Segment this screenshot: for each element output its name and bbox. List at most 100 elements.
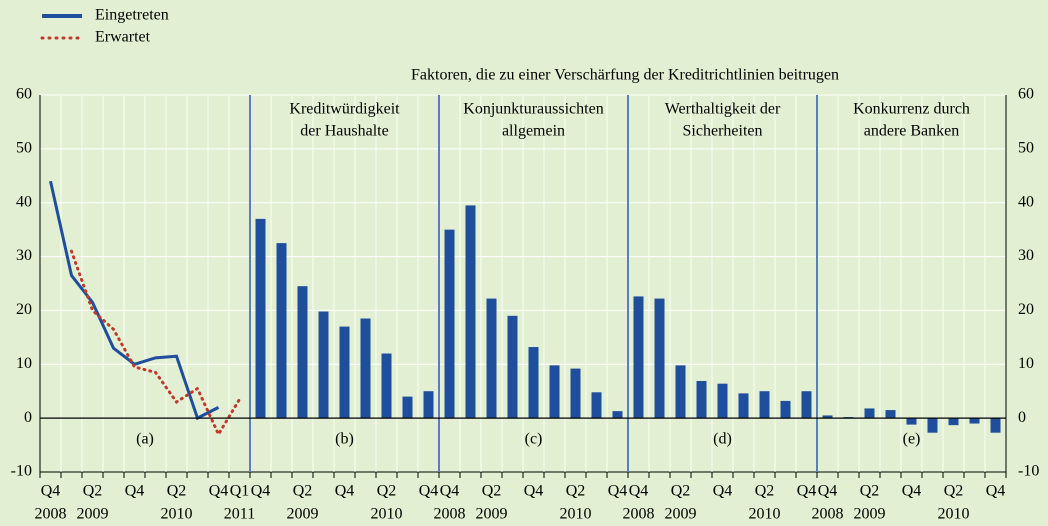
bar	[927, 418, 938, 433]
panel-label: (a)	[136, 430, 154, 447]
x-tick-label: Q2	[566, 483, 586, 500]
bar	[780, 400, 791, 419]
bar	[318, 311, 329, 419]
y-tick-label: 30	[16, 247, 32, 264]
y2-tick-label: 20	[1018, 301, 1034, 318]
x-tick-label: Q4	[986, 483, 1006, 500]
bar	[990, 418, 1001, 433]
bar	[591, 392, 602, 419]
x-tick-label: Q2	[83, 483, 103, 500]
bar	[339, 326, 350, 419]
x-year-label: 2008	[623, 506, 655, 523]
bar	[633, 296, 644, 419]
x-tick-label: Q4	[524, 483, 544, 500]
y2-tick-label: 40	[1018, 193, 1034, 210]
y-tick-label: 0	[24, 409, 32, 426]
bar	[423, 391, 434, 419]
bar	[507, 315, 518, 419]
bar	[465, 205, 476, 419]
bar	[801, 391, 812, 419]
bar	[297, 286, 308, 419]
bar	[906, 418, 917, 425]
x-tick-label: Q4	[902, 483, 922, 500]
x-tick-label: Q4	[125, 483, 145, 500]
bar	[444, 229, 455, 419]
panel-title: Sicherheiten	[683, 123, 763, 140]
x-tick-label: Q4	[818, 483, 838, 500]
x-tick-label: Q4	[629, 483, 649, 500]
bar	[360, 318, 371, 419]
y2-tick-label: 0	[1018, 409, 1026, 426]
panel-title: Kreditwürdigkeit	[289, 101, 400, 118]
bar	[738, 393, 749, 419]
x-tick-label: Q4	[419, 483, 439, 500]
x-tick-label: Q2	[482, 483, 502, 500]
bar	[948, 418, 959, 426]
bar	[969, 418, 980, 424]
panel-title: Konkurrenz durch	[853, 101, 970, 118]
x-tick-label: Q4	[209, 483, 229, 500]
panel-title: allgemein	[502, 123, 565, 140]
bar	[885, 410, 896, 419]
y-tick-label: 40	[16, 193, 32, 210]
bar	[255, 218, 266, 419]
bar	[549, 365, 560, 419]
y-tick-label: 10	[16, 355, 32, 372]
bar	[276, 243, 287, 419]
x-tick-label: Q4	[608, 483, 628, 500]
panel-label: (c)	[525, 430, 543, 447]
x-year-label: 2011	[224, 506, 255, 523]
x-year-label: 2009	[77, 506, 109, 523]
panel-title: Werthaltigkeit der	[665, 101, 781, 118]
panel-label: (e)	[903, 430, 921, 447]
bar	[654, 298, 665, 419]
bar	[402, 396, 413, 419]
bar	[717, 383, 728, 419]
panel-label: (b)	[335, 430, 354, 447]
panel-title: Konjunkturaussichten	[463, 101, 603, 118]
y2-tick-label: 60	[1018, 86, 1034, 103]
x-tick-label: Q4	[713, 483, 733, 500]
y2-tick-label: 30	[1018, 247, 1034, 264]
x-year-label: 2010	[749, 506, 781, 523]
y-tick-label: 50	[16, 140, 32, 157]
x-year-label: 2009	[854, 506, 886, 523]
bar	[381, 353, 392, 419]
x-tick-label: Q2	[293, 483, 313, 500]
x-year-label: 2009	[476, 506, 508, 523]
line-series	[70, 249, 241, 438]
x-tick-label: Q4	[335, 483, 355, 500]
y2-tick-label: 50	[1018, 140, 1034, 157]
x-year-label: 2010	[938, 506, 970, 523]
x-year-label: 2010	[560, 506, 592, 523]
x-tick-label: Q2	[377, 483, 397, 500]
bar	[696, 380, 707, 419]
panel-label: (d)	[713, 430, 732, 447]
bar	[528, 347, 539, 419]
y2-tick-label: 10	[1018, 355, 1034, 372]
y2-tick-label: -10	[1018, 463, 1039, 480]
x-year-label: 2008	[35, 506, 67, 523]
chart-title: Faktoren, die zu einer Verschärfung der …	[411, 67, 839, 84]
x-year-label: 2008	[812, 506, 844, 523]
y-tick-label: 60	[16, 86, 32, 103]
x-year-label: 2009	[665, 506, 697, 523]
x-tick-label: Q2	[167, 483, 187, 500]
x-year-label: 2009	[287, 506, 319, 523]
bar	[612, 411, 623, 419]
x-year-label: 2010	[371, 506, 403, 523]
panel-title: andere Banken	[864, 123, 960, 140]
x-year-label: 2010	[161, 506, 193, 523]
y-tick-label: 20	[16, 301, 32, 318]
x-tick-label: Q2	[860, 483, 880, 500]
bar	[822, 415, 833, 419]
bar	[864, 408, 875, 419]
x-tick-label: Q2	[755, 483, 775, 500]
panel-title: der Haushalte	[300, 123, 388, 140]
x-year-label: 2008	[434, 506, 466, 523]
x-tick-label: Q2	[944, 483, 964, 500]
x-tick-label: Q4	[41, 483, 61, 500]
bar	[759, 391, 770, 419]
